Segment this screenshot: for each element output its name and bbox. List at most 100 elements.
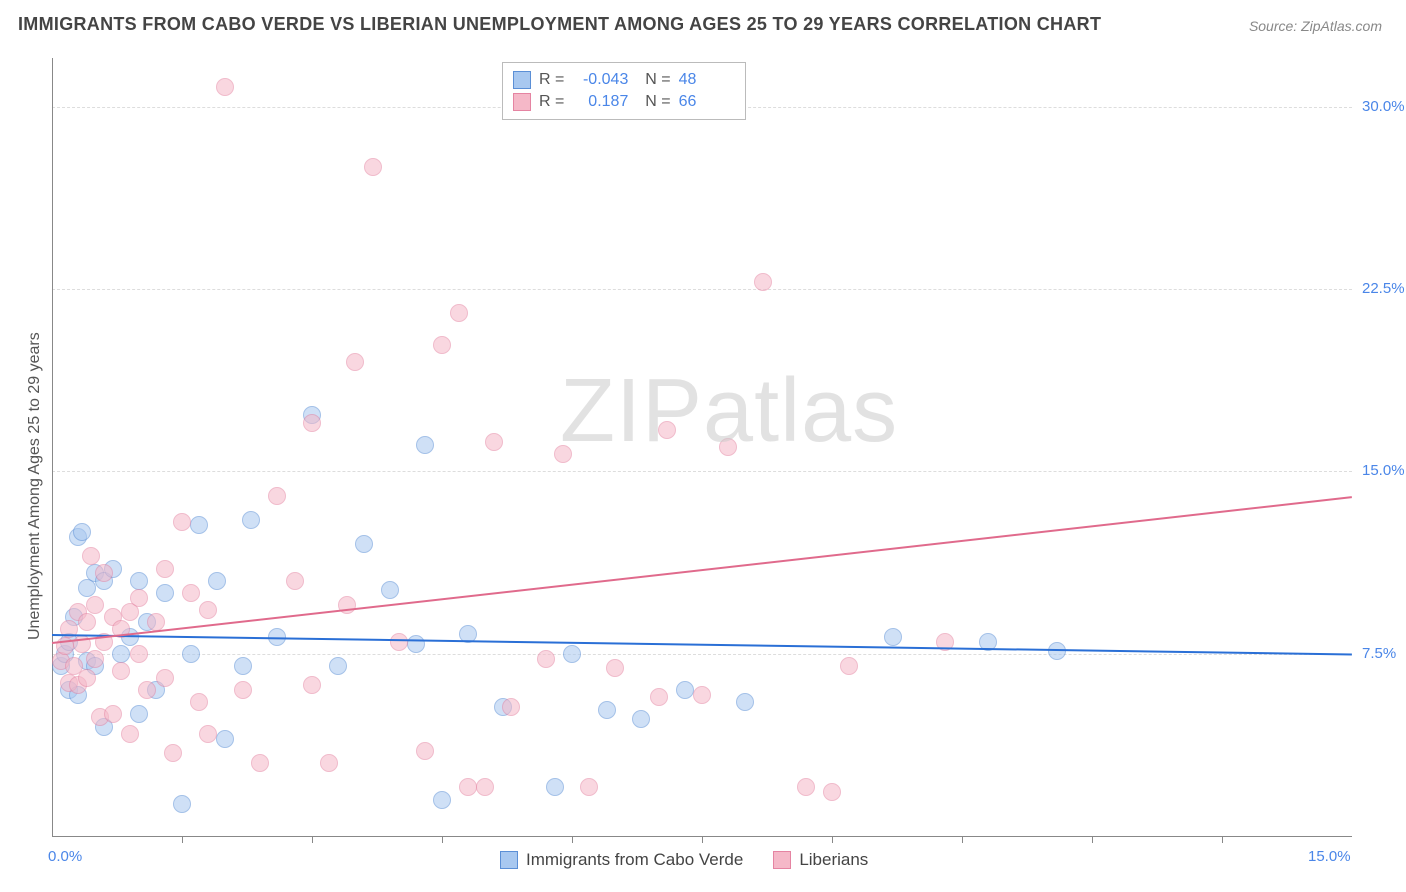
data-point <box>407 635 425 653</box>
data-point <box>476 778 494 796</box>
data-point <box>173 795 191 813</box>
chart-container: IMMIGRANTS FROM CABO VERDE VS LIBERIAN U… <box>0 0 1406 892</box>
data-point <box>355 535 373 553</box>
data-point <box>433 336 451 354</box>
x-tick <box>442 836 443 843</box>
data-point <box>580 778 598 796</box>
data-point <box>658 421 676 439</box>
data-point <box>459 778 477 796</box>
legend-swatch <box>500 851 518 869</box>
data-point <box>147 613 165 631</box>
data-point <box>234 657 252 675</box>
x-tick <box>832 836 833 843</box>
data-point <box>502 698 520 716</box>
x-tick <box>962 836 963 843</box>
data-point <box>268 487 286 505</box>
gridline <box>52 471 1352 472</box>
data-point <box>416 742 434 760</box>
data-point <box>286 572 304 590</box>
legend-series-label: Immigrants from Cabo Verde <box>526 850 743 870</box>
data-point <box>606 659 624 677</box>
data-point <box>346 353 364 371</box>
data-point <box>381 581 399 599</box>
data-point <box>156 584 174 602</box>
data-point <box>433 791 451 809</box>
legend-row: R = -0.043 N = 48 <box>513 69 735 91</box>
data-point <box>190 516 208 534</box>
data-point <box>82 547 100 565</box>
data-point <box>130 645 148 663</box>
legend-swatch <box>773 851 791 869</box>
source-attribution: Source: ZipAtlas.com <box>1249 18 1382 34</box>
data-point <box>121 725 139 743</box>
data-point <box>190 693 208 711</box>
data-point <box>130 589 148 607</box>
legend-r-value: 0.187 <box>572 91 628 113</box>
data-point <box>546 778 564 796</box>
data-point <box>234 681 252 699</box>
data-point <box>251 754 269 772</box>
data-point <box>216 730 234 748</box>
x-tick <box>1092 836 1093 843</box>
plot-area: 7.5%15.0%22.5%30.0%0.0%15.0% <box>52 58 1352 836</box>
data-point <box>736 693 754 711</box>
legend-r-label: R = <box>539 69 564 91</box>
data-point <box>364 158 382 176</box>
gridline <box>52 654 1352 655</box>
y-tick-label: 7.5% <box>1362 645 1396 662</box>
x-tick <box>572 836 573 843</box>
data-point <box>676 681 694 699</box>
data-point <box>208 572 226 590</box>
data-point <box>390 633 408 651</box>
data-point <box>650 688 668 706</box>
legend-r-label: R = <box>539 91 564 113</box>
data-point <box>303 414 321 432</box>
data-point <box>78 669 96 687</box>
data-point <box>104 705 122 723</box>
data-point <box>1048 642 1066 660</box>
data-point <box>199 725 217 743</box>
trend-line <box>52 634 1352 655</box>
data-point <box>86 596 104 614</box>
data-point <box>840 657 858 675</box>
data-point <box>130 705 148 723</box>
correlation-legend: R =-0.043 N =48R =0.187 N =66 <box>502 62 746 120</box>
data-point <box>884 628 902 646</box>
data-point <box>130 572 148 590</box>
x-tick-label: 0.0% <box>48 848 82 865</box>
legend-row: R =0.187 N =66 <box>513 91 735 113</box>
y-axis-title: Unemployment Among Ages 25 to 29 years <box>26 332 44 640</box>
data-point <box>112 645 130 663</box>
chart-title: IMMIGRANTS FROM CABO VERDE VS LIBERIAN U… <box>18 14 1101 35</box>
legend-r-value: -0.043 <box>572 69 628 91</box>
data-point <box>303 676 321 694</box>
data-point <box>73 523 91 541</box>
data-point <box>320 754 338 772</box>
data-point <box>485 433 503 451</box>
data-point <box>173 513 191 531</box>
series-legend: Immigrants from Cabo Verde Liberians <box>500 850 868 870</box>
data-point <box>537 650 555 668</box>
data-point <box>554 445 572 463</box>
data-point <box>112 662 130 680</box>
data-point <box>78 613 96 631</box>
legend-swatch <box>513 93 531 111</box>
y-tick-label: 22.5% <box>1362 280 1405 297</box>
data-point <box>754 273 772 291</box>
legend-n-value: 48 <box>679 69 735 91</box>
data-point <box>164 744 182 762</box>
x-tick <box>312 836 313 843</box>
data-point <box>216 78 234 96</box>
data-point <box>797 778 815 796</box>
legend-n-label: N = <box>636 69 670 91</box>
data-point <box>632 710 650 728</box>
x-tick <box>182 836 183 843</box>
legend-item: Liberians <box>773 850 868 870</box>
gridline <box>52 289 1352 290</box>
data-point <box>719 438 737 456</box>
data-point <box>450 304 468 322</box>
data-point <box>416 436 434 454</box>
legend-swatch <box>513 71 531 89</box>
data-point <box>598 701 616 719</box>
y-axis <box>52 58 53 836</box>
